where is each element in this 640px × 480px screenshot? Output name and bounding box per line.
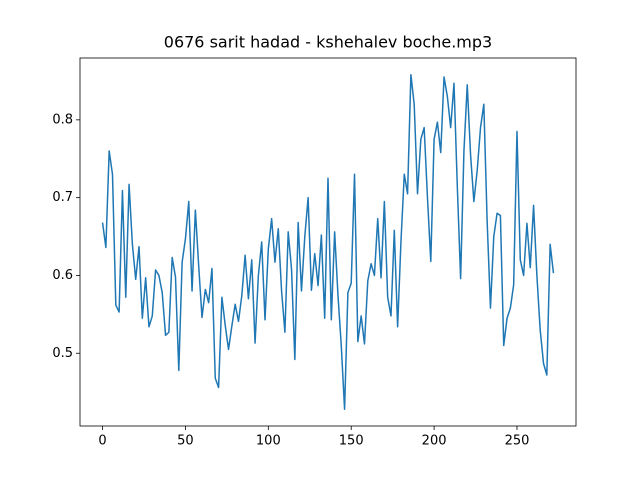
x-tick-label: 150 (339, 434, 364, 449)
data-line (101, 73, 555, 411)
x-tick-label: 50 (177, 434, 194, 449)
x-tick-label: 200 (422, 434, 447, 449)
x-tick-label: 0 (98, 434, 106, 449)
y-tick-label: 0.5 (52, 346, 73, 361)
x-tick-label: 100 (256, 434, 281, 449)
y-tick-label: 0.8 (52, 112, 73, 127)
y-tick-label: 0.6 (52, 268, 73, 283)
plot-frame (79, 57, 577, 427)
x-tick-label: 250 (505, 434, 530, 449)
chart-title: 0676 sarit hadad - kshehalev boche.mp3 (164, 33, 492, 52)
y-tick-label: 0.7 (52, 190, 73, 205)
